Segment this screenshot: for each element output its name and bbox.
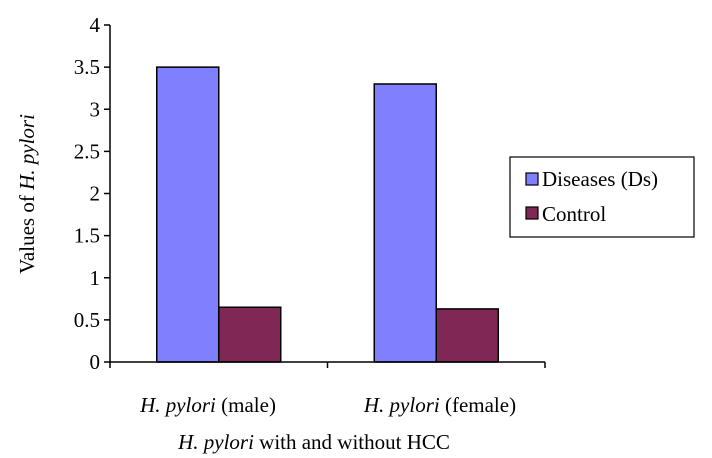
- y-axis-ticks: 0 0.5 1 1.5 2 2.5 3 3.5 4: [74, 13, 110, 374]
- x-axis-title: H. pylori with and without HCC: [177, 430, 450, 454]
- bar-diseases-female: [373, 83, 437, 363]
- y-tick-label: 0: [90, 350, 101, 374]
- bar-control-female: [435, 308, 499, 363]
- y-tick-label: 0.5: [74, 308, 100, 332]
- bar-control-male: [218, 306, 282, 363]
- y-tick-label: 2: [90, 182, 101, 206]
- y-axis-title: Values of H. pylori: [15, 114, 39, 274]
- category-label-female: H. pylori (female): [363, 393, 516, 417]
- y-tick-label: 2.5: [74, 139, 100, 163]
- y-tick-label: 3.5: [74, 55, 100, 79]
- legend: Diseases (Ds) Control: [509, 156, 695, 238]
- legend-label-control: Control: [542, 202, 606, 226]
- legend-label-diseases: Diseases (Ds): [542, 167, 658, 191]
- bars: [156, 66, 499, 363]
- y-tick-label: 1.5: [74, 224, 100, 248]
- y-tick-label: 1: [90, 266, 101, 290]
- bar-diseases-male: [156, 66, 220, 363]
- y-tick-label: 4: [90, 13, 101, 37]
- x-axis-ticks: [109, 362, 546, 368]
- y-tick-label: 3: [90, 97, 101, 121]
- legend-swatch-control: [525, 206, 539, 220]
- legend-box: [509, 156, 695, 238]
- legend-swatch-diseases: [525, 172, 539, 186]
- category-label-male: H. pylori (male): [139, 393, 276, 417]
